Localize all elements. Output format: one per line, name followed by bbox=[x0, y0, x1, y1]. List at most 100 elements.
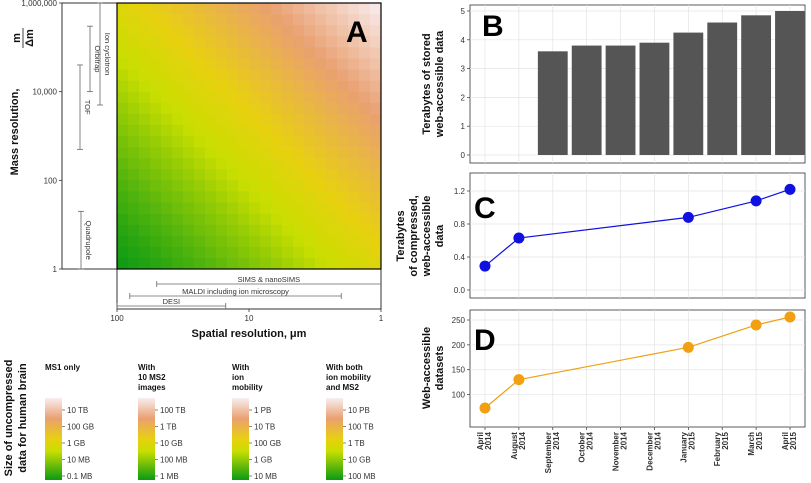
x-tick-label: 2014 bbox=[620, 431, 629, 449]
heatmap-cell bbox=[183, 191, 195, 203]
heatmap-cell bbox=[370, 136, 382, 148]
heatmap-cell bbox=[194, 102, 206, 115]
heatmap-cell bbox=[117, 3, 129, 15]
heatmap-cell bbox=[359, 25, 371, 37]
heatmap-cell bbox=[227, 202, 239, 214]
heatmap-cell bbox=[293, 180, 305, 192]
heatmap-cell bbox=[216, 91, 228, 104]
heatmap-cell bbox=[194, 80, 206, 92]
heatmap-cell bbox=[249, 14, 261, 26]
heatmap-cell bbox=[238, 58, 250, 70]
heatmap-cell bbox=[337, 3, 349, 15]
heatmap-cell bbox=[326, 224, 338, 237]
heatmap-cell bbox=[315, 169, 327, 181]
heatmap-cell bbox=[238, 36, 250, 48]
heatmap-cell bbox=[271, 158, 283, 170]
heatmap-cell bbox=[293, 257, 305, 270]
heatmap-cell bbox=[271, 80, 283, 92]
x-tick-label: 2014 bbox=[586, 431, 595, 449]
heatmap-cell bbox=[282, 69, 294, 81]
heatmap-cell bbox=[150, 191, 162, 203]
heatmap-cell bbox=[227, 14, 239, 26]
x-tick-label: August bbox=[510, 432, 519, 460]
heatmap-cell bbox=[304, 158, 316, 170]
legend-column-title: mobility bbox=[232, 383, 263, 392]
heatmap-cell bbox=[271, 58, 283, 70]
y-tick-label: 10,000 bbox=[33, 88, 58, 97]
heatmap-cell bbox=[172, 246, 184, 259]
heatmap-cell bbox=[359, 80, 371, 92]
heatmap-cell bbox=[117, 213, 129, 225]
heatmap-cell bbox=[249, 213, 261, 225]
x-tick-label: 100 bbox=[110, 314, 124, 323]
legend-label: 1 PB bbox=[254, 406, 271, 415]
heatmap-cell bbox=[370, 158, 382, 170]
heatmap-cell bbox=[227, 191, 239, 203]
heatmap-cell bbox=[194, 180, 206, 192]
heatmap-cell bbox=[227, 3, 239, 15]
heatmap-cell bbox=[194, 14, 206, 26]
heatmap-cell bbox=[139, 36, 151, 48]
heatmap-cell bbox=[161, 25, 173, 37]
heatmap-cell bbox=[139, 213, 151, 225]
heatmap-cell bbox=[337, 191, 349, 203]
legend-title-line-2: data for human brain bbox=[17, 363, 29, 473]
heatmap-cell bbox=[161, 91, 173, 104]
legend-label: 10 GB bbox=[348, 456, 371, 465]
heatmap-cell bbox=[293, 213, 305, 225]
heatmap-cell bbox=[348, 158, 360, 170]
heatmap-cell bbox=[271, 202, 283, 214]
heatmap-cell bbox=[282, 235, 294, 248]
heatmap-cell bbox=[183, 113, 195, 126]
heatmap-cell bbox=[260, 224, 272, 237]
heatmap-cell bbox=[315, 158, 327, 170]
heatmap-cell bbox=[249, 36, 261, 48]
heatmap-cell bbox=[326, 113, 338, 126]
heatmap-cell bbox=[326, 202, 338, 214]
heatmap-cell bbox=[161, 191, 173, 203]
heatmap-cell bbox=[315, 202, 327, 214]
heatmap-cell bbox=[348, 36, 360, 48]
heatmap-cell bbox=[238, 25, 250, 37]
heatmap-cell bbox=[205, 102, 217, 115]
heatmap-cell bbox=[271, 3, 283, 15]
heatmap-cell bbox=[348, 47, 360, 59]
heatmap-cell bbox=[183, 102, 195, 115]
heatmap-cell bbox=[260, 147, 272, 159]
heatmap-cell bbox=[183, 80, 195, 92]
mass-instrument-label: Quadrupole bbox=[84, 221, 93, 260]
heatmap-cell bbox=[293, 80, 305, 92]
heatmap-cell bbox=[348, 257, 360, 270]
heatmap-cell bbox=[249, 113, 261, 126]
x-tick-label: 2015 bbox=[721, 431, 730, 449]
heatmap-cell bbox=[249, 58, 261, 70]
panel-b-letter: B bbox=[482, 10, 504, 43]
heatmap-cell bbox=[370, 69, 382, 81]
heatmap-cell bbox=[150, 80, 162, 92]
y-tick-label: 100 bbox=[44, 176, 58, 185]
heatmap-cell bbox=[128, 224, 140, 237]
heatmap-cell bbox=[238, 113, 250, 126]
heatmap-cell bbox=[205, 224, 217, 237]
heatmap-cell bbox=[117, 158, 129, 170]
heatmap-cell bbox=[117, 69, 129, 81]
spatial-instrument-label: MALDI including ion microscopy bbox=[182, 287, 289, 296]
legend-label: 1 MB bbox=[160, 472, 179, 481]
heatmap-cell bbox=[337, 102, 349, 115]
heatmap-cell bbox=[128, 3, 140, 15]
heatmap-cell bbox=[282, 58, 294, 70]
heatmap-cell bbox=[128, 91, 140, 104]
data-point bbox=[750, 319, 762, 331]
heatmap-cell bbox=[326, 246, 338, 259]
heatmap-cell bbox=[150, 3, 162, 15]
heatmap-cell bbox=[315, 235, 327, 248]
heatmap-cell bbox=[249, 169, 261, 181]
heatmap-cell bbox=[216, 213, 228, 225]
heatmap-cell bbox=[282, 180, 294, 192]
heatmap-cell bbox=[205, 80, 217, 92]
heatmap-cell bbox=[370, 224, 382, 237]
heatmap-cell bbox=[359, 91, 371, 104]
panel-a-y-label: Mass resolution, bbox=[9, 89, 21, 176]
heatmap-cell bbox=[216, 36, 228, 48]
heatmap-cell bbox=[161, 69, 173, 81]
